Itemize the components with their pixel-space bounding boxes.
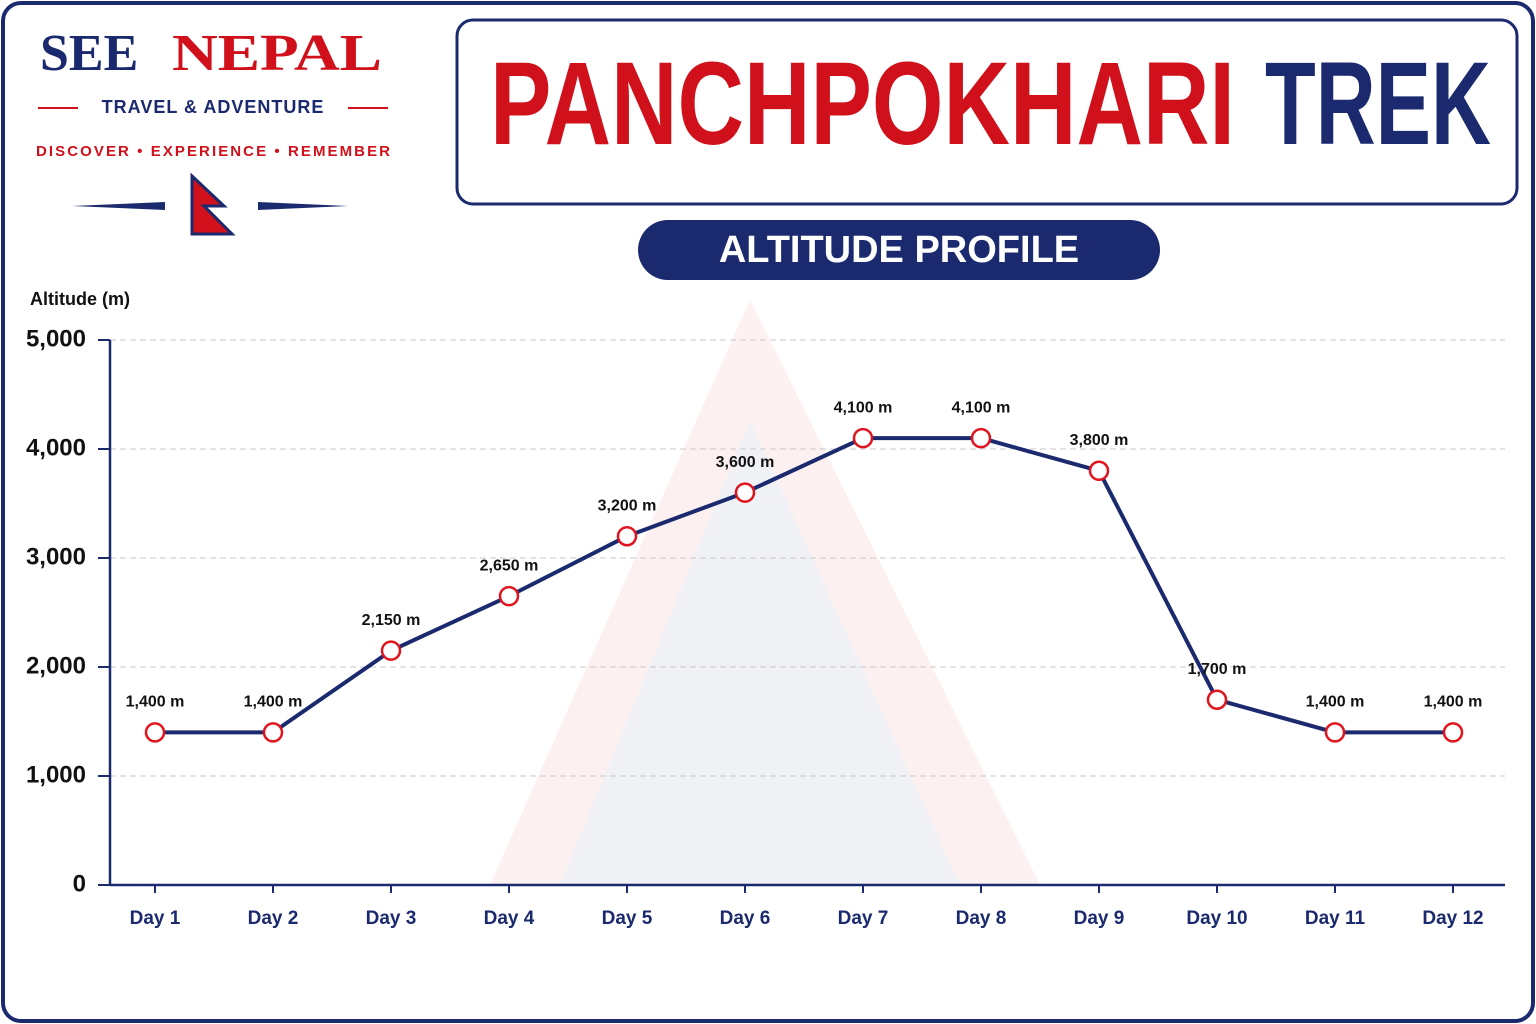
marker <box>734 482 756 503</box>
brand-name: NEPAL <box>172 25 382 82</box>
y-tick-label: 2,000 <box>26 652 86 679</box>
chart-title: TREK <box>1265 38 1491 170</box>
x-tick-label: Day 9 <box>1074 908 1125 929</box>
watermark <box>490 300 1040 885</box>
y-tick-label: 1,000 <box>26 761 86 788</box>
value-label: 3,600 m <box>716 454 775 471</box>
value-label: 3,800 m <box>1070 432 1129 449</box>
y-tick-label: 3,000 <box>26 543 86 570</box>
marker <box>498 585 520 607</box>
value-label: 1,400 m <box>244 694 303 711</box>
ornament <box>72 202 165 210</box>
x-tick-label: Day 8 <box>956 908 1007 929</box>
marker <box>262 722 284 743</box>
x-tick-label: Day 2 <box>248 908 299 929</box>
x-tick-label: Day 4 <box>484 908 535 929</box>
marker <box>380 640 402 661</box>
ornament <box>258 202 348 210</box>
marker <box>1442 722 1464 743</box>
marker <box>970 427 992 449</box>
marker <box>616 525 638 547</box>
chart-title: PANCHPOKHARI <box>490 38 1235 170</box>
value-label: 4,100 m <box>952 399 1011 416</box>
marker <box>1088 460 1110 482</box>
line <box>155 436 1453 735</box>
flag <box>190 172 236 236</box>
title-box <box>455 18 1519 206</box>
x-tick-label: Day 1 <box>130 908 181 929</box>
y-axis-label: Altitude (m) <box>30 289 130 309</box>
x-tick-label: Day 10 <box>1186 908 1247 929</box>
value-label: 1,400 m <box>1306 694 1365 711</box>
value-label: 1,700 m <box>1188 661 1247 678</box>
y-tick-label: 0 <box>73 870 86 897</box>
value-label: 2,650 m <box>480 557 539 574</box>
marker <box>1324 722 1346 743</box>
value-label: 2,150 m <box>362 612 421 629</box>
value-label: 3,200 m <box>598 497 657 514</box>
value-label: 1,400 m <box>1424 694 1483 711</box>
y-tick-label: 5,000 <box>26 325 86 352</box>
x-tick-label: Day 6 <box>720 908 771 929</box>
x-tick-label: Day 3 <box>366 908 417 929</box>
brand-name: SEE <box>40 25 138 82</box>
brand-motto: DISCOVER • EXPERIENCE • REMEMBER <box>36 143 390 160</box>
brand-tagline: TRAVEL & ADVENTURE <box>102 97 325 117</box>
x-tick-label: Day 11 <box>1305 908 1366 929</box>
x-tick-label: Day 5 <box>602 908 653 929</box>
value-label: 4,100 m <box>834 399 893 416</box>
x-tick-label: Day 7 <box>838 908 889 929</box>
value-label: 1,400 m <box>126 694 185 711</box>
subtitle-pill <box>638 220 1160 280</box>
y-tick-label: 4,000 <box>26 434 86 461</box>
x-tick-label: Day 12 <box>1422 908 1483 929</box>
chart-subtitle: ALTITUDE PROFILE <box>719 229 1079 271</box>
marker <box>144 722 166 743</box>
marker <box>852 427 874 449</box>
marker <box>1206 689 1228 710</box>
